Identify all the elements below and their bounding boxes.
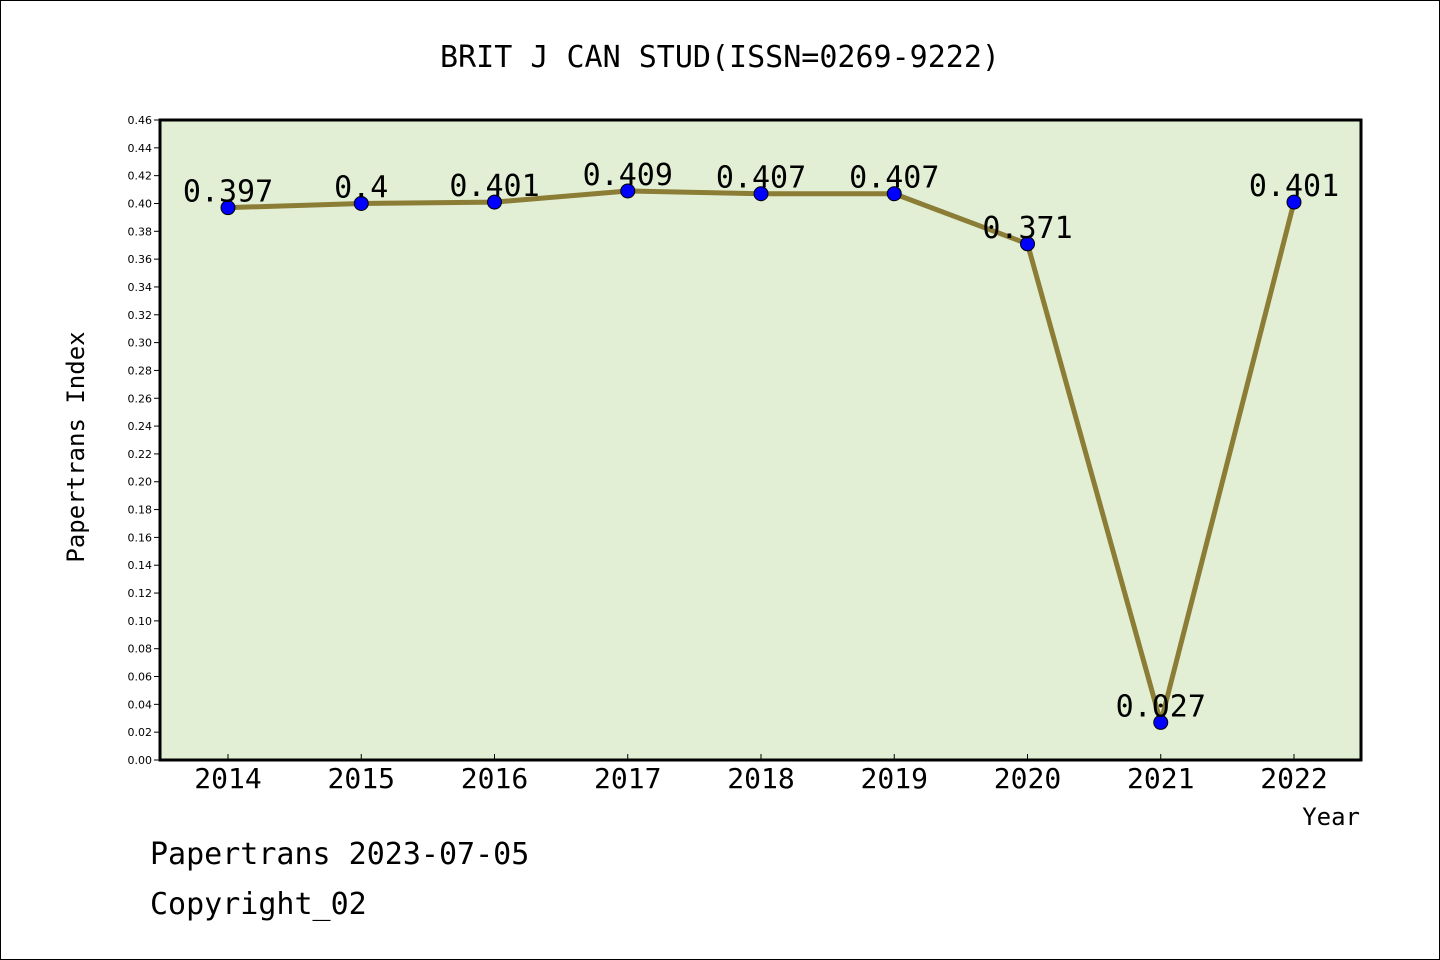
- data-point-2017: [620, 183, 636, 199]
- chart-title: BRIT J CAN STUD(ISSN=0269-9222): [440, 40, 1000, 75]
- y-tick-label: 0.30: [128, 337, 153, 350]
- x-tick-label: 2016: [461, 762, 528, 795]
- series-group: [220, 183, 1302, 730]
- data-label-2015: 0.4: [334, 170, 388, 205]
- data-point-2015: [353, 195, 369, 211]
- y-tick-label: 0.44: [128, 142, 153, 155]
- data-label-2018: 0.407: [716, 161, 806, 196]
- y-tick-label: 0.04: [128, 698, 153, 711]
- data-point-2018: [753, 186, 769, 202]
- y-tick-label: 0.46: [128, 114, 153, 127]
- x-axis-label: Year: [1302, 803, 1360, 831]
- y-tick-label: 0.28: [128, 364, 153, 377]
- y-tick-label: 0.34: [128, 281, 153, 294]
- x-tick-label: 2014: [194, 762, 261, 795]
- data-point-2021: [1153, 714, 1169, 730]
- y-tick-label: 0.02: [128, 726, 153, 739]
- y-tick-label: 0.20: [128, 476, 153, 489]
- footer-copyright: Copyright_02: [150, 887, 367, 922]
- data-label-2014: 0.397: [183, 175, 273, 210]
- y-tick-label: 0.40: [128, 197, 153, 210]
- data-labels: 0.397 0.4 0.401 0.409 0.407 0.407 0.371 0.027 0.…: [183, 158, 1339, 724]
- footer-date: Papertrans 2023-07-05: [150, 837, 529, 872]
- x-axis-ticks: 2014 2015 2016 2017 2018 2019 2020 2021 2022: [194, 754, 1328, 795]
- x-tick-label: 2015: [328, 762, 395, 795]
- y-tick-label: 0.22: [128, 448, 153, 461]
- y-tick-label: 0.16: [128, 531, 153, 544]
- y-tick-label: 0.10: [128, 615, 153, 628]
- y-tick-label: 0.36: [128, 253, 153, 266]
- y-tick-label: 0.18: [128, 504, 153, 517]
- x-tick-label: 2017: [594, 762, 661, 795]
- y-axis-ticks: 0.00 0.02 0.04 0.06 0.08 0.10 0.12 0.14 0.16 0.18…: [128, 114, 160, 767]
- x-tick-label: 2021: [1127, 762, 1194, 795]
- data-label-2022: 0.401: [1249, 169, 1339, 204]
- data-label-2021: 0.027: [1116, 689, 1206, 724]
- x-tick-label: 2019: [861, 762, 928, 795]
- data-label-2017: 0.409: [583, 158, 673, 193]
- data-label-2020: 0.371: [982, 211, 1072, 246]
- data-label-2016: 0.401: [449, 169, 539, 204]
- plot-area: [158, 118, 1363, 762]
- x-tick-label: 2018: [727, 762, 794, 795]
- y-tick-label: 0.00: [128, 754, 153, 767]
- y-tick-label: 0.12: [128, 587, 153, 600]
- y-tick-label: 0.24: [128, 420, 153, 433]
- data-point-2014: [220, 200, 236, 216]
- y-tick-label: 0.42: [128, 170, 153, 183]
- x-tick-label: 2022: [1260, 762, 1327, 795]
- data-point-2019: [886, 186, 902, 202]
- y-tick-label: 0.32: [128, 309, 153, 322]
- data-point-2020: [1020, 236, 1035, 252]
- y-tick-label: 0.38: [128, 225, 153, 238]
- y-axis-label: Papertrans Index: [62, 331, 90, 562]
- y-tick-label: 0.06: [128, 671, 153, 684]
- data-point-2022: [1286, 194, 1302, 210]
- y-tick-label: 0.26: [128, 392, 153, 405]
- x-tick-label: 2020: [994, 762, 1061, 795]
- y-tick-label: 0.14: [128, 559, 153, 572]
- data-point-2016: [487, 194, 502, 210]
- data-label-2019: 0.407: [849, 161, 939, 196]
- y-tick-label: 0.08: [128, 643, 153, 656]
